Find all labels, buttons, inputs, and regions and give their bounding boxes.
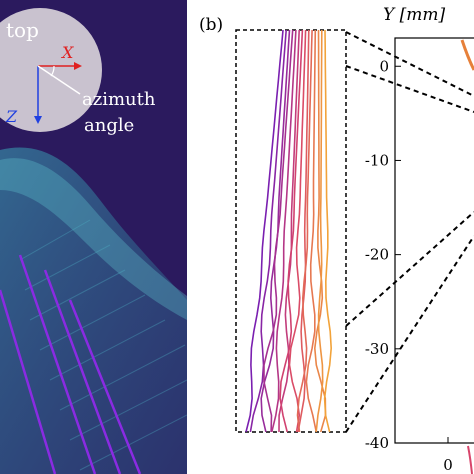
y-axis-label: Y [mm] — [383, 5, 445, 25]
wave-surface — [0, 147, 187, 474]
panel-a-fibers — [0, 254, 142, 474]
wave-bright-band — [0, 158, 187, 320]
fiber-a-1 — [0, 289, 57, 474]
angle-label-line1: azimuth — [82, 89, 156, 110]
main-plot-fiber-lower — [467, 445, 473, 474]
inset-strands — [245, 30, 333, 432]
x-tick-label: 0 — [443, 456, 453, 474]
fiber-a-4 — [68, 299, 142, 474]
panel-a: top X Z azimuth angle — [0, 0, 187, 474]
connector-bottom-upper — [345, 211, 474, 327]
orientation-disc — [0, 8, 102, 132]
panel-b-label: (b) — [199, 15, 223, 35]
z-axis-arrowhead — [34, 116, 42, 124]
inset-strand — [315, 30, 324, 432]
inset-strand — [288, 30, 307, 432]
top-view-label: top — [6, 18, 39, 42]
inset-strand — [297, 30, 310, 432]
y-tick-label: -30 — [365, 340, 389, 358]
inset-strand — [279, 30, 304, 432]
x-axis-label: X — [60, 43, 74, 62]
inset-strand — [323, 30, 333, 432]
azimuth-arc-icon — [50, 65, 55, 77]
inset-strand — [296, 30, 313, 432]
inset-strand — [305, 30, 318, 432]
fiber-a-3 — [43, 269, 122, 474]
y-tick-label: -10 — [365, 151, 389, 169]
x-axis-arrowhead — [74, 62, 82, 70]
panel-b: (b) 0 -10 -20 -30 -40 Y [mm] 0 — [199, 5, 474, 474]
y-axis: 0 -10 -20 -30 -40 — [365, 57, 401, 452]
y-tick-label: 0 — [379, 57, 389, 75]
inset-strand — [271, 30, 297, 432]
wave-ridges — [19, 219, 187, 471]
main-plot-fiber — [460, 39, 474, 71]
azimuth-direction-line — [37, 65, 81, 95]
fiber-a-2 — [18, 254, 97, 474]
zoom-connectors — [345, 31, 474, 433]
angle-label-line2: angle — [84, 115, 134, 136]
y-tick-label: -20 — [365, 246, 389, 264]
y-tick-label: -40 — [365, 434, 389, 452]
connector-top-upper — [345, 31, 474, 97]
inset-strand — [263, 30, 294, 432]
connector-top-lower — [345, 65, 474, 113]
inset-strand — [313, 30, 327, 432]
connector-bottom-lower — [345, 235, 474, 433]
plot-frame — [394, 37, 474, 444]
z-axis-label: Z — [5, 107, 18, 126]
inset-strand — [245, 30, 284, 432]
